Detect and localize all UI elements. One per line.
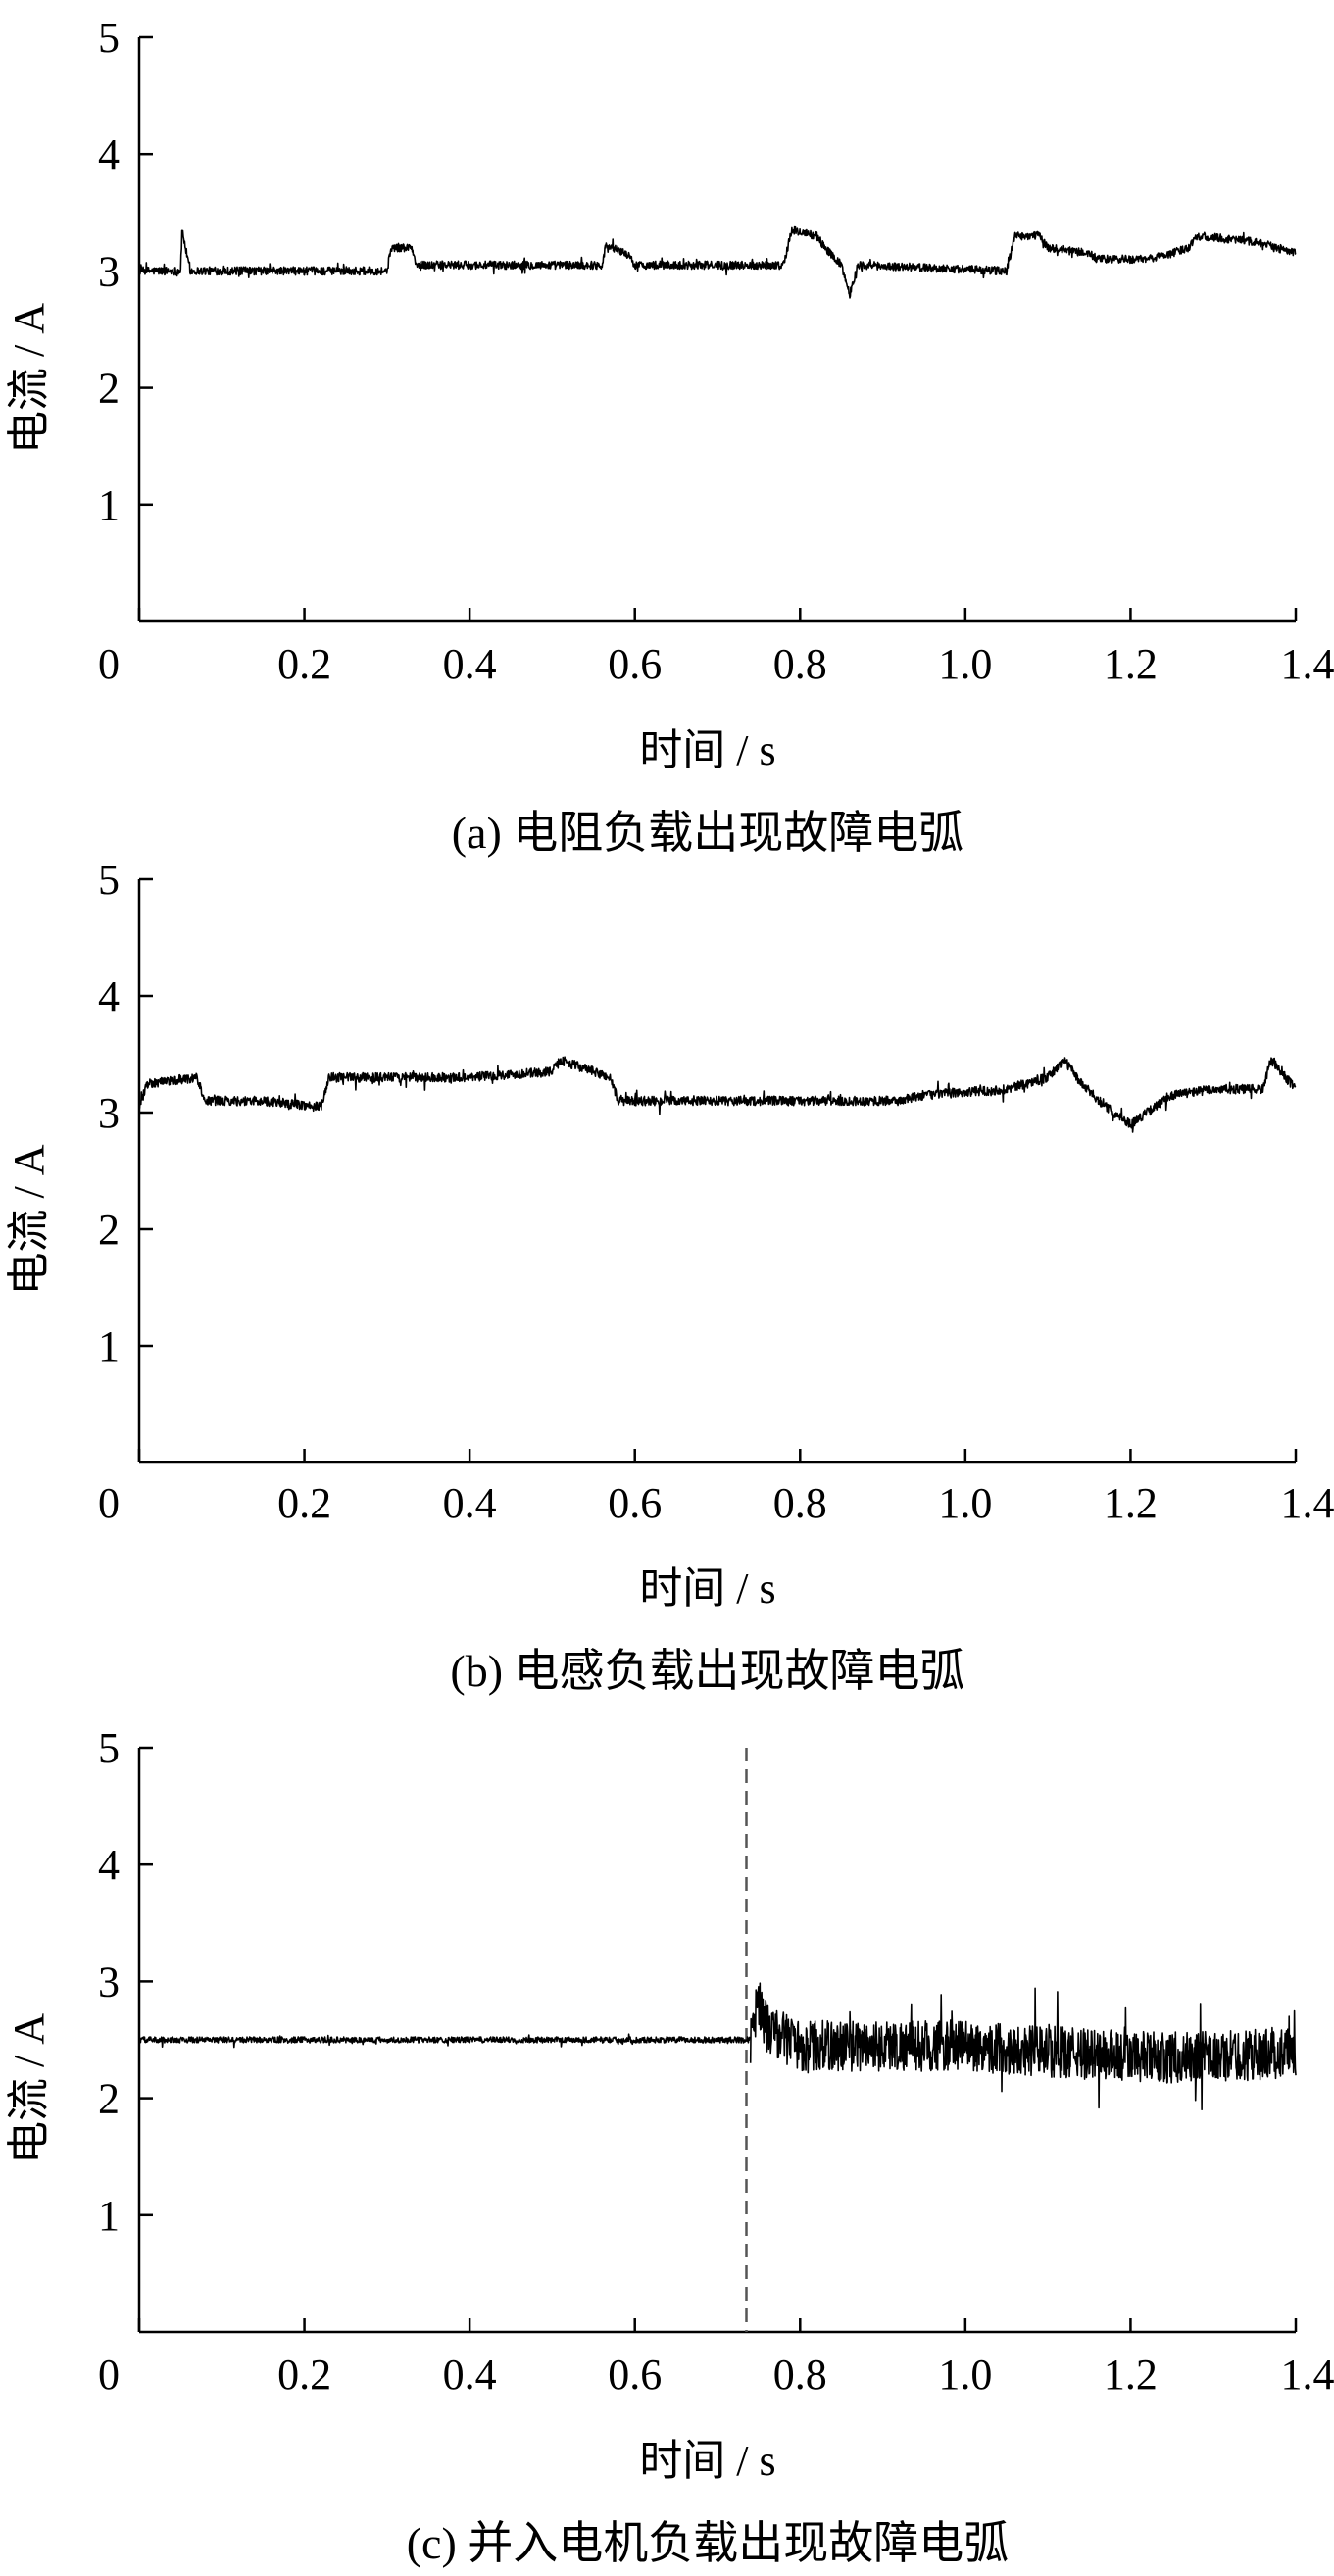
x-tick-label: 1.2 [1104,1479,1158,1527]
y-tick-label: 4 [98,1841,120,1889]
chart-panel-2: 1 2 3 4 5 0 0.2 0.4 0.6 0.8 1.0 1.2 1.4 电流 / A 时间 / s (… [5,1724,1334,2568]
x-tick-label: 1.0 [938,1479,992,1527]
y-tick-label: 3 [98,1089,120,1137]
y-tick-label: 5 [98,856,120,904]
x-tick-label: 0 [98,2351,120,2399]
y-axis-label: 电流 / A [5,303,53,454]
y-tick-label: 5 [98,14,120,62]
x-tick-label: 0.2 [277,640,331,688]
x-tick-label: 0.2 [277,1479,331,1527]
x-tick-label: 0.6 [608,1479,662,1527]
x-tick-label: 0.6 [608,2351,662,2399]
panel-caption: (c) 并入电机负载出现故障电弧 [407,2518,1010,2568]
chart-panel-0: 1 2 3 4 5 0 0.2 0.4 0.6 0.8 1.0 1.2 1.4 电流 / A 时间 / s (… [5,14,1334,858]
y-tick-label: 2 [98,1206,120,1254]
y-tick-label: 4 [98,130,120,178]
panel-caption: (a) 电阻负载出现故障电弧 [452,808,964,858]
x-tick-label: 1.2 [1104,640,1158,688]
x-tick-label: 1.2 [1104,2351,1158,2399]
x-tick-label: 0.4 [443,640,497,688]
current-series-line [138,1056,1297,1133]
y-tick-label: 4 [98,972,120,1020]
chart-panel-1: 1 2 3 4 5 0 0.2 0.4 0.6 0.8 1.0 1.2 1.4 电流 / A 时间 / s (… [5,856,1334,1696]
x-tick-label: 0.4 [443,2351,497,2399]
x-tick-label: 1.0 [938,640,992,688]
y-tick-label: 1 [98,1322,120,1370]
x-tick-label: 0.8 [773,640,827,688]
y-tick-label: 1 [98,481,120,529]
x-tick-label: 1.4 [1281,640,1334,688]
y-tick-label: 3 [98,247,120,295]
x-axis-label: 时间 / s [639,2437,775,2485]
x-tick-label: 1.4 [1281,2351,1334,2399]
x-tick-label: 0.6 [608,640,662,688]
y-tick-label: 1 [98,2192,120,2240]
current-series-line [749,1982,1297,2110]
panel-caption: (b) 电感负载出现故障电弧 [450,1646,964,1696]
x-tick-label: 0.8 [773,2351,827,2399]
x-tick-label: 0.4 [443,1479,497,1527]
current-series-line [138,225,1297,299]
y-axis-label: 电流 / A [5,2013,53,2164]
x-tick-label: 0.2 [277,2351,331,2399]
y-tick-label: 3 [98,1957,120,2006]
x-tick-label: 1.4 [1281,1479,1334,1527]
x-tick-label: 1.0 [938,2351,992,2399]
x-tick-label: 0 [98,1479,120,1527]
current-series-line [138,2033,752,2049]
x-axis-label: 时间 / s [639,1564,775,1612]
y-tick-label: 2 [98,2075,120,2123]
y-tick-label: 2 [98,365,120,413]
x-axis-label: 时间 / s [639,726,775,774]
y-axis-label: 电流 / A [5,1144,53,1295]
x-tick-label: 0 [98,640,120,688]
y-tick-label: 5 [98,1724,120,1772]
x-tick-label: 0.8 [773,1479,827,1527]
